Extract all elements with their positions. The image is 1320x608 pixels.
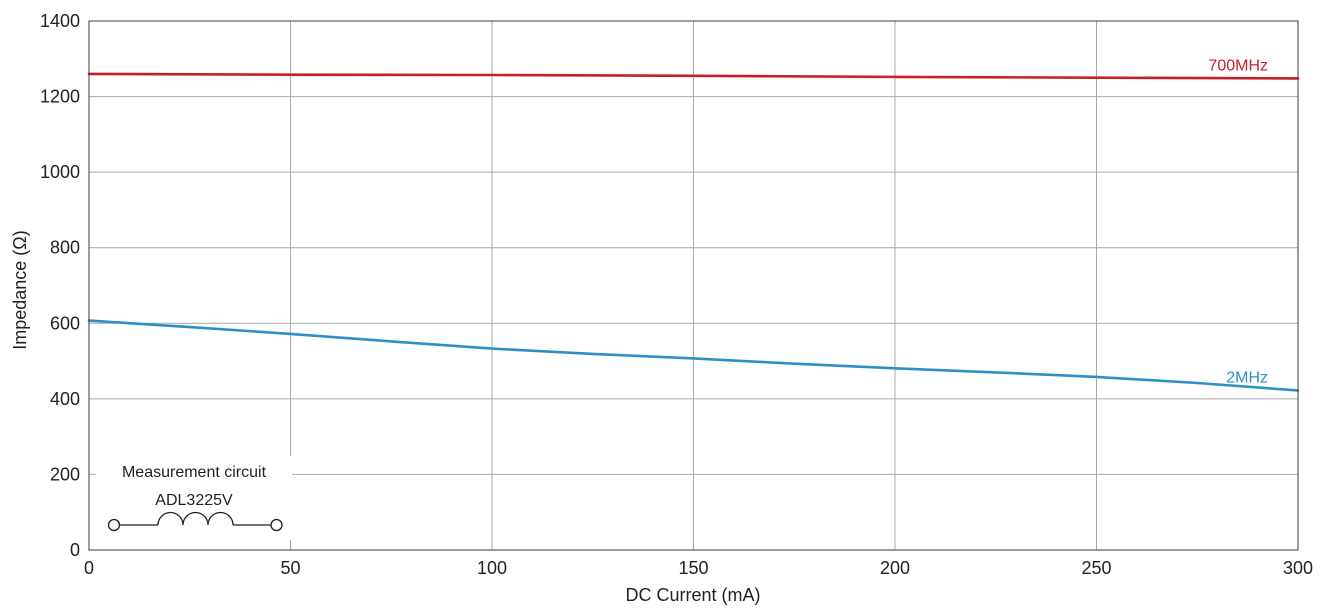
y-axis-title: Impedance (Ω)	[10, 230, 30, 350]
terminal-left	[107, 518, 121, 532]
x-tick-label: 200	[880, 558, 910, 578]
terminal-right	[270, 518, 283, 532]
y-tick-label: 600	[50, 313, 80, 333]
y-tick-label: 1400	[40, 11, 80, 31]
tick-labels: 0 50 100 150 200 250 300 0 200 400 600 800 1000 1200 1…	[40, 11, 1313, 578]
series-line-700mhz	[87, 72, 1300, 80]
inset-title: Measurement circuit	[122, 464, 267, 481]
y-tick-label: 1000	[40, 162, 80, 182]
inductor-symbol	[107, 511, 283, 532]
x-tick-label: 50	[280, 558, 300, 578]
series-labels: 700MHz 2MHz	[1208, 57, 1268, 386]
y-tick-label: 0	[70, 540, 80, 560]
series-label-700mhz: 700MHz	[1208, 57, 1268, 74]
inset-background	[96, 456, 292, 540]
y-tick-label: 800	[50, 238, 80, 258]
x-tick-label: 0	[84, 558, 94, 578]
inset-part-label: ADL3225V	[155, 492, 233, 509]
x-tick-label: 300	[1283, 558, 1313, 578]
x-tick-label: 250	[1081, 558, 1111, 578]
plot-frame	[88, 20, 1299, 551]
series-lines	[87, 72, 1300, 392]
grid-lines	[88, 20, 1299, 551]
x-axis-title: DC Current (mA)	[625, 585, 760, 605]
y-tick-label: 200	[50, 464, 80, 484]
measurement-circuit-inset: Measurement circuit ADL3225V	[96, 456, 292, 540]
y-tick-label: 400	[50, 389, 80, 409]
x-tick-label: 100	[477, 558, 507, 578]
coil	[157, 511, 234, 526]
series-line-2mhz	[87, 319, 1300, 392]
y-tick-label: 1200	[40, 87, 80, 107]
x-tick-label: 150	[678, 558, 708, 578]
series-label-2mhz: 2MHz	[1226, 370, 1268, 387]
